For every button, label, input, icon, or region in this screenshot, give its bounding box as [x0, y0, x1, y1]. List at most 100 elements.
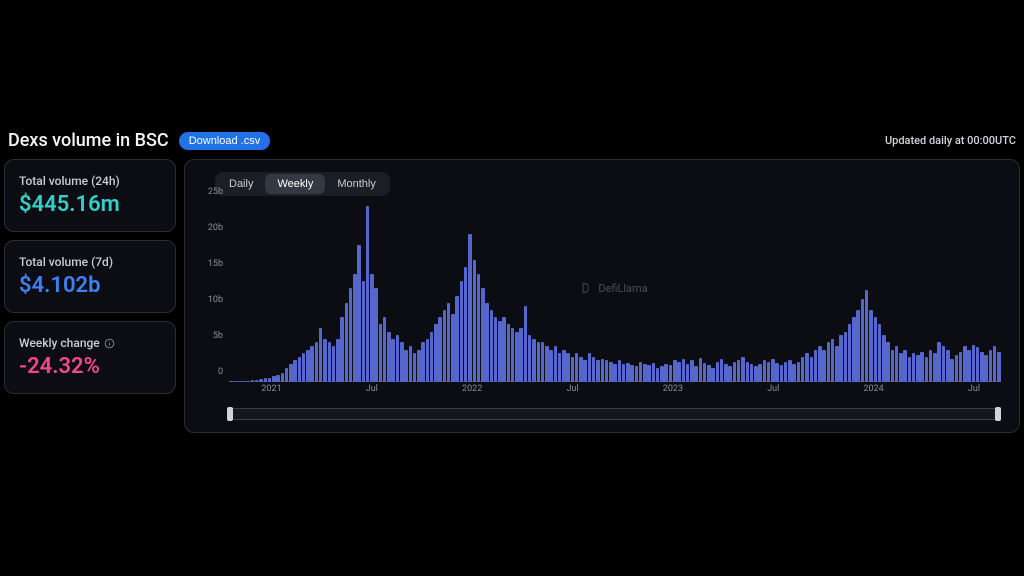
bar [328, 342, 331, 382]
stat-label-weekly-change: Weekly change [19, 336, 161, 350]
chart-card: DailyWeeklyMonthly 05b10b15b20b25b DefiL… [184, 159, 1020, 433]
bar [575, 353, 578, 382]
bar [822, 350, 825, 382]
bar [421, 342, 424, 382]
bar [396, 335, 399, 382]
bar [336, 339, 339, 382]
bar [690, 360, 693, 382]
bar [724, 364, 727, 382]
stat-value-7d: $4.102b [19, 273, 161, 298]
bar [989, 350, 992, 382]
bar [763, 360, 766, 382]
time-scrubber[interactable] [229, 408, 999, 420]
bar [635, 366, 638, 382]
bar [473, 260, 476, 382]
bar [792, 364, 795, 382]
bar [541, 342, 544, 382]
x-tick: Jul [566, 384, 578, 394]
bar [404, 350, 407, 382]
bar [950, 359, 953, 382]
bar [490, 310, 493, 382]
bar [861, 299, 864, 382]
bar [528, 335, 531, 382]
bar [660, 366, 663, 382]
bar [818, 346, 821, 382]
bar [353, 274, 356, 382]
bar [315, 342, 318, 382]
bar [874, 317, 877, 382]
bar [268, 378, 271, 382]
bar [647, 365, 650, 382]
bar [775, 363, 778, 382]
bar [707, 365, 710, 382]
bar [293, 360, 296, 382]
bar [741, 357, 744, 382]
bar [618, 360, 621, 382]
range-tab-monthly[interactable]: Monthly [325, 174, 388, 194]
bar [409, 346, 412, 382]
x-tick: 2022 [462, 384, 482, 394]
bar [788, 360, 791, 382]
bar [758, 364, 761, 382]
stat-card-weekly-change: Weekly change -24.32% [4, 321, 176, 394]
range-tab-daily[interactable]: Daily [217, 174, 265, 194]
bar [771, 359, 774, 382]
bar [485, 303, 488, 382]
x-tick: Jul [366, 384, 378, 394]
bar [289, 364, 292, 382]
page-title: Dexs volume in BSC [8, 130, 169, 151]
bar [827, 342, 830, 382]
bar [613, 364, 616, 382]
bar [443, 310, 446, 382]
bar [276, 375, 279, 382]
info-icon[interactable] [104, 338, 115, 349]
bar [566, 353, 569, 382]
bar [426, 339, 429, 382]
bar [835, 346, 838, 382]
bar [494, 317, 497, 382]
x-tick: Jul [767, 384, 779, 394]
download-csv-button[interactable]: Download .csv [179, 132, 271, 150]
bar [797, 362, 800, 382]
bar [383, 317, 386, 382]
bar [694, 366, 697, 382]
stat-label-7d: Total volume (7d) [19, 255, 161, 269]
bar [391, 339, 394, 382]
bar [264, 378, 267, 382]
y-tick: 0 [218, 367, 223, 377]
range-tab-weekly[interactable]: Weekly [265, 174, 325, 194]
bar [519, 328, 522, 382]
bar [345, 303, 348, 382]
range-tabs: DailyWeeklyMonthly [215, 172, 390, 196]
bar [967, 350, 970, 382]
bar [464, 267, 467, 382]
bar [246, 381, 249, 382]
bar [814, 350, 817, 382]
bar [362, 281, 365, 382]
bar [810, 357, 813, 382]
bar [400, 342, 403, 382]
bar [379, 324, 382, 382]
bar [451, 314, 454, 382]
bar [699, 358, 702, 382]
bar [844, 332, 847, 382]
scrubber-handle-right[interactable] [995, 407, 1001, 421]
bar [955, 355, 958, 382]
bar [677, 362, 680, 382]
bar [980, 352, 983, 382]
bar [357, 245, 360, 382]
bar [515, 332, 518, 382]
bar [605, 360, 608, 382]
bar [571, 357, 574, 382]
bar [639, 362, 642, 382]
scrubber-handle-left[interactable] [227, 407, 233, 421]
bar [460, 281, 463, 382]
page-title-group: Dexs volume in BSC Download .csv [8, 130, 270, 151]
bar [920, 352, 923, 382]
bar [319, 328, 322, 382]
bar [302, 353, 305, 382]
bar [588, 353, 591, 382]
bar [746, 362, 749, 382]
bar [972, 345, 975, 382]
x-tick: 2023 [663, 384, 683, 394]
